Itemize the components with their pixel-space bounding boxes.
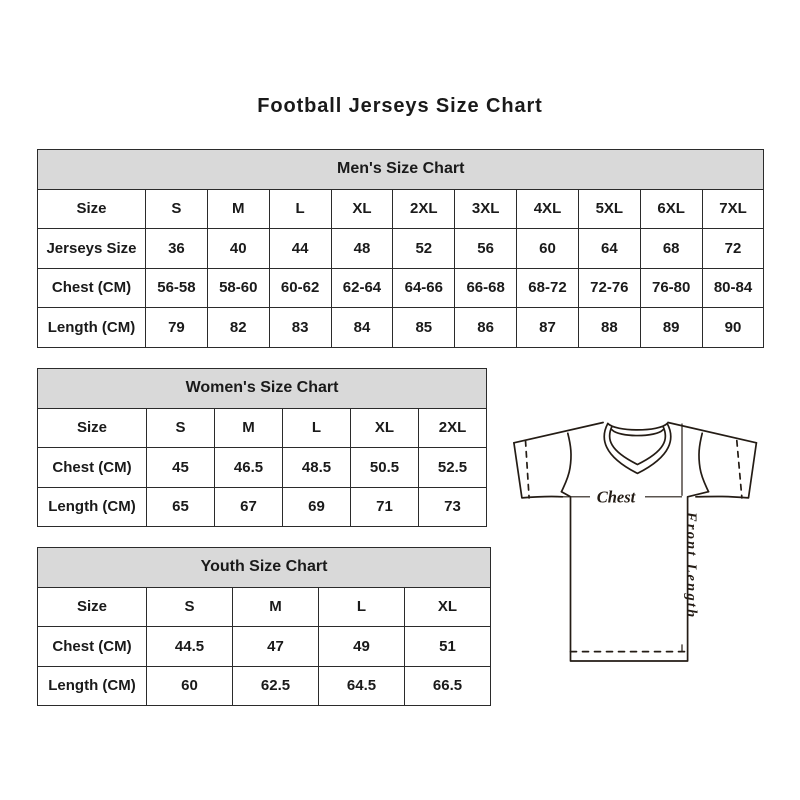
svg-text:Chest: Chest xyxy=(597,488,636,507)
svg-text:Front Length: Front Length xyxy=(683,511,699,619)
